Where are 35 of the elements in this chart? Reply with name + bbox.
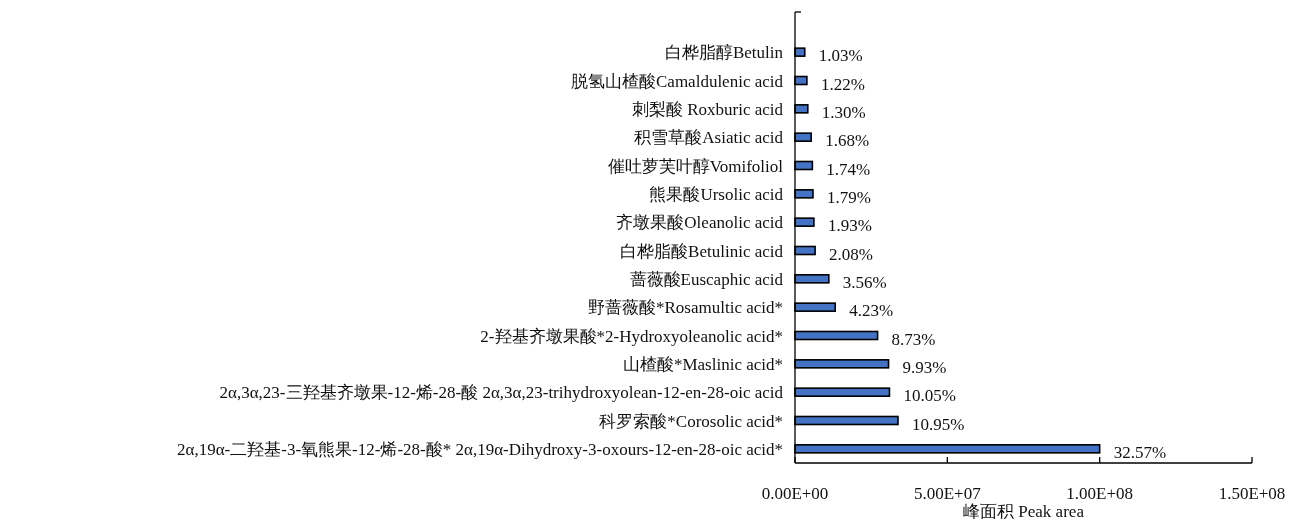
annotation: 8.73% — [891, 329, 936, 349]
annotation: 32.57% — [1113, 442, 1167, 462]
y-tick-label: 刺梨酸 Roxburic acid — [631, 99, 784, 119]
annotation: 1.79% — [826, 187, 871, 207]
x-axis-title: 峰面积 Peak area — [963, 502, 1085, 521]
x-tick-label: 1.00E+08 — [1066, 484, 1134, 503]
y-tick-label: 蔷薇酸Euscaphic acid — [629, 269, 784, 289]
annotation: 10.05% — [903, 386, 956, 406]
annotation: 1.22% — [820, 74, 865, 94]
y-tick-label: 白桦脂醇Betulin — [664, 43, 784, 63]
y-tick-label: 2-羟基齐墩果酸*2-Hydroxyoleanolic acid* — [480, 326, 783, 346]
annotation: 2.08% — [829, 244, 874, 264]
annotation: 3.56% — [842, 272, 887, 292]
y-tick-label: 2α,19α-二羟基-3-氧熊果-12-烯-28-酸* 2α,19α-Dihydroxy-3-oxours-12-en-28-oic acid* — [177, 439, 783, 459]
x-tick-label: 5.00E+07 — [913, 484, 982, 503]
y-tick-label: 野蔷薇酸*Rosamultic acid* — [587, 298, 783, 318]
annotation: 4.23% — [849, 301, 894, 321]
y-tick-label: 山楂酸*Maslinic acid* — [622, 354, 783, 374]
annotation: 1.30% — [821, 102, 866, 122]
y-tick-label: 齐墩果酸Oleanolic acid — [616, 213, 784, 233]
y-tick-label: 脱氢山楂酸Camaldulenic acid — [571, 71, 784, 91]
annotation: 9.93% — [902, 357, 947, 377]
y-tick-label: 催吐萝芙叶醇Vomifoliol — [607, 156, 784, 176]
y-tick-label: 科罗索酸*Corosolic acid* — [599, 411, 783, 431]
y-tick-label: 熊果酸Ursolic acid — [649, 184, 784, 204]
annotation: 10.95% — [911, 414, 965, 434]
annotation: 1.03% — [818, 46, 863, 66]
annotation: 1.68% — [825, 131, 870, 151]
annotation: 1.93% — [827, 216, 872, 236]
y-tick-label: 2α,3α,23-三羟基齐墩果-12-烯-28-酸 2α,3α,23-trihydroxyolean-12-en-28-oic acid — [219, 383, 784, 403]
x-tick-label: 1.50E+08 — [1218, 484, 1286, 503]
y-tick-label: 积雪草酸Asiatic acid — [634, 128, 784, 148]
y-tick-label: 白桦脂酸Betulinic acid — [620, 241, 784, 261]
annotation: 1.74% — [826, 159, 871, 179]
x-tick-label: 0.00E+00 — [761, 484, 829, 503]
